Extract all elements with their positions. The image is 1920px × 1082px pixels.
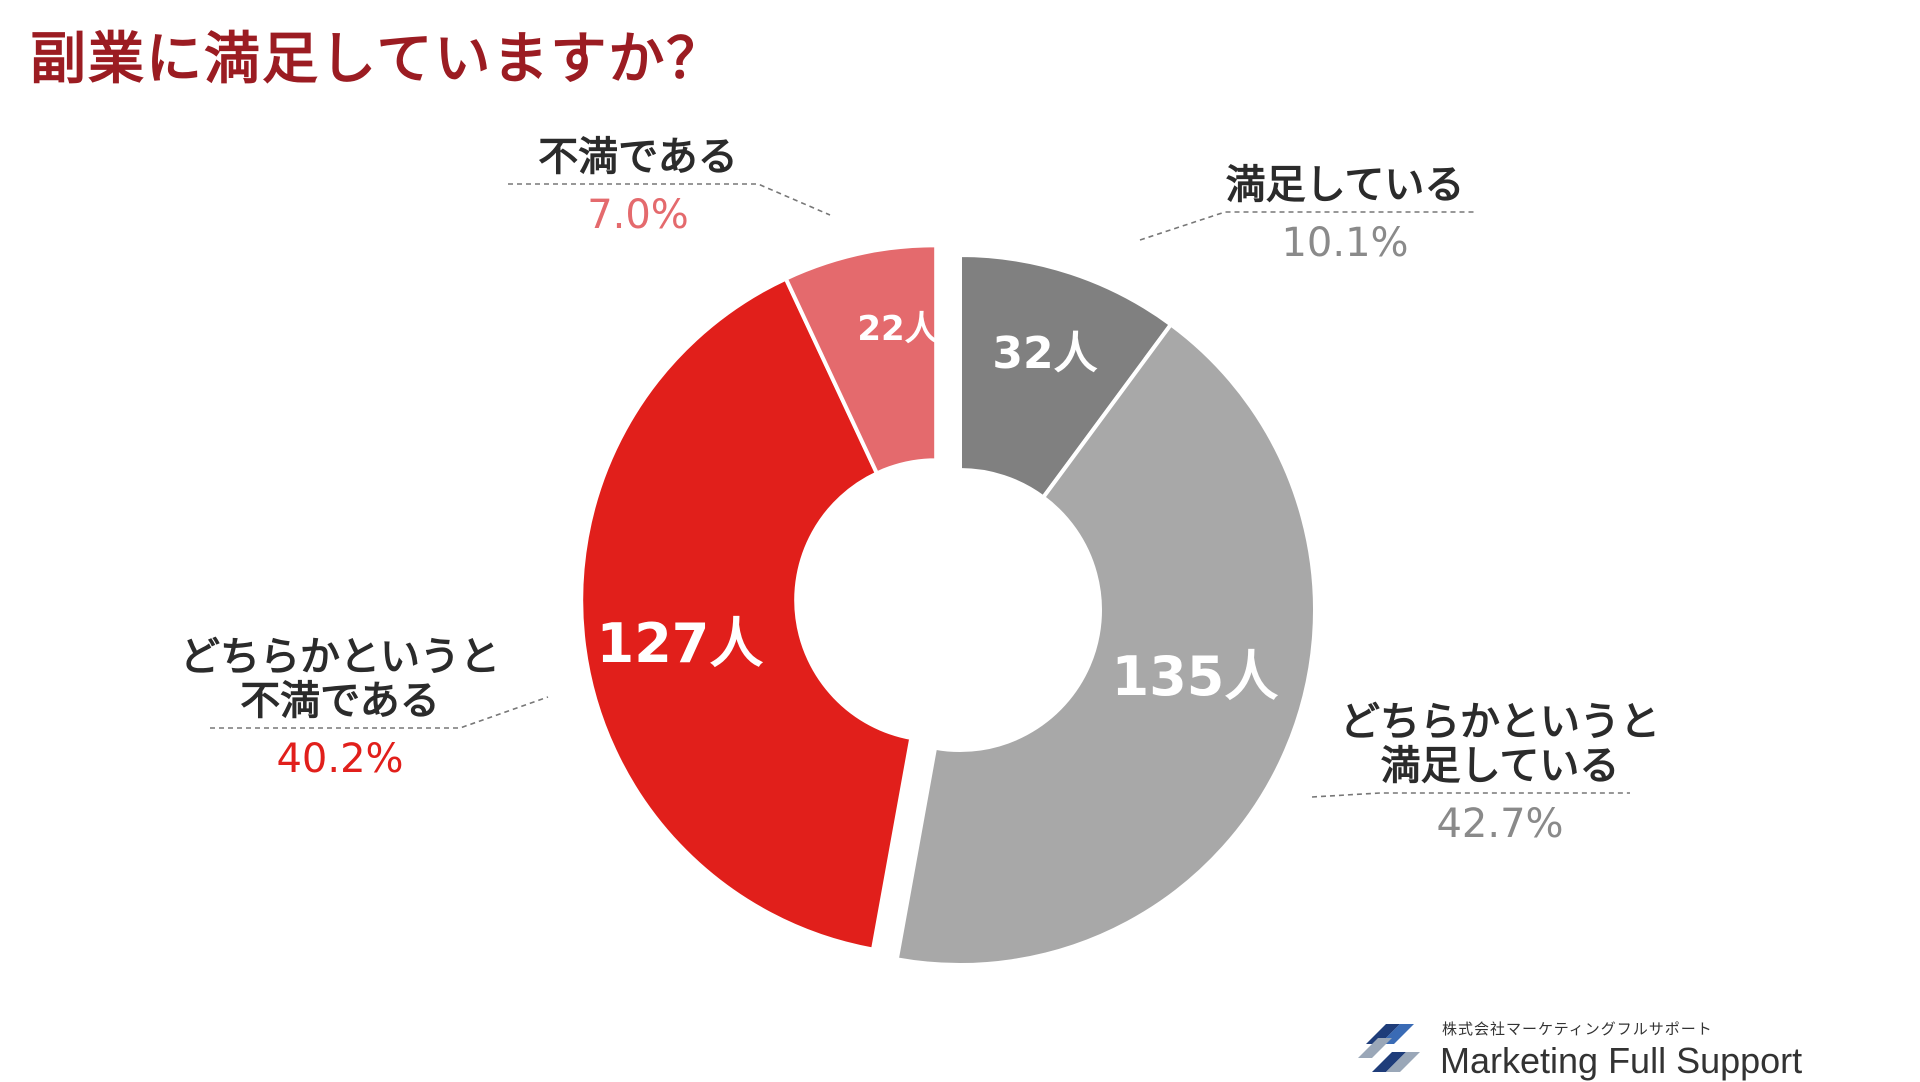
slice-category-label: どちらかというと xyxy=(180,634,500,680)
leader-line xyxy=(1139,211,1475,241)
leader-line xyxy=(508,183,831,216)
slice-category-label: 満足している xyxy=(1381,743,1620,789)
slice-count-label: 22人 xyxy=(857,309,938,349)
slice-percent-label: 10.1% xyxy=(1281,220,1408,266)
slice-count-label: 135人 xyxy=(1112,645,1279,708)
leader-line xyxy=(210,696,549,729)
company-logo: 株式会社マーケティングフルサポート Marketing Full Support xyxy=(1356,1010,1876,1081)
pie-slice xyxy=(783,243,939,477)
logo-mark-icon xyxy=(1358,1024,1420,1072)
slice-category-label: 満足している xyxy=(1226,162,1465,208)
donut-chart: 32人満足している10.1%135人どちらかというと満足している42.7%127… xyxy=(180,134,1660,967)
slice-percent-label: 7.0% xyxy=(587,192,689,238)
slice-percent-label: 42.7% xyxy=(1436,801,1563,847)
slice-count-label: 127人 xyxy=(597,612,764,675)
logo-company-name: 株式会社マーケティングフルサポート xyxy=(1442,1020,1713,1038)
pie-slice xyxy=(894,321,1317,967)
pie-slice xyxy=(579,275,914,952)
slice-category-label: 不満である xyxy=(538,134,738,180)
slice-category-label: 不満である xyxy=(240,678,440,724)
pie-slice xyxy=(958,252,1174,501)
page-title: 副業に満足していますか？ xyxy=(30,27,725,92)
slice-count-label: 32人 xyxy=(992,328,1097,379)
slice-category-label: どちらかというと xyxy=(1340,699,1660,745)
logo-brand-name: Marketing Full Support xyxy=(1440,1040,1803,1081)
slice-percent-label: 40.2% xyxy=(276,736,403,782)
leader-line xyxy=(1311,792,1630,798)
